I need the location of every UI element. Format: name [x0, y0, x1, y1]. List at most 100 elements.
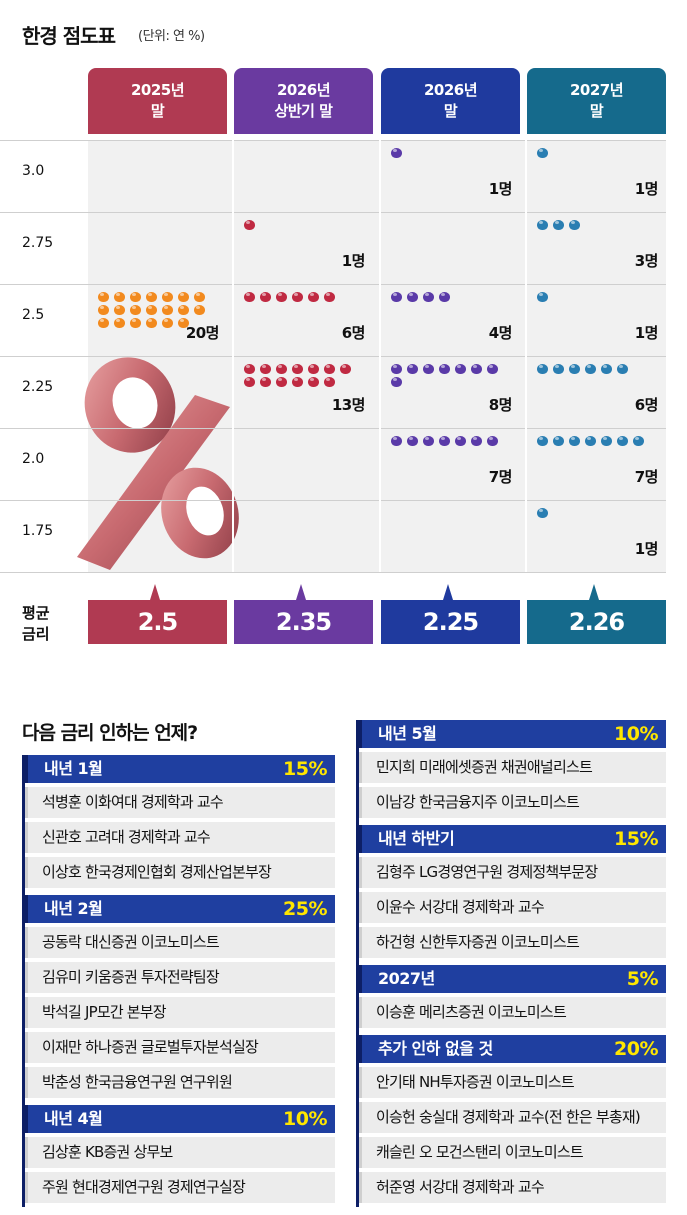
dot-marker	[537, 220, 548, 230]
column-header-year: 2026년	[423, 81, 478, 99]
average-pointer	[296, 584, 306, 600]
dot-marker	[292, 292, 303, 302]
period-percent: 20%	[614, 1038, 658, 1060]
dot-marker	[423, 436, 434, 446]
dot-marker	[244, 292, 255, 302]
dot-marker	[617, 364, 628, 374]
dot-marker	[569, 220, 580, 230]
dot-marker	[162, 305, 173, 315]
dot-marker	[244, 220, 255, 230]
rate-label: 2.0	[22, 451, 45, 467]
grid-line	[0, 212, 666, 213]
economist-item: 이재만 하나증권 글로벌투자분석실장	[22, 1032, 335, 1063]
dot-marker	[146, 305, 157, 315]
dot-marker	[276, 292, 287, 302]
dot-marker	[553, 220, 564, 230]
period-label: 추가 인하 없을 것	[378, 1039, 493, 1058]
respondent-count: 6명	[341, 324, 366, 342]
dot-marker	[407, 292, 418, 302]
column-divider	[232, 140, 234, 572]
period-label: 2027년	[378, 969, 435, 988]
average-rate-value: 2.26	[527, 600, 666, 644]
percent-sign-graphic	[77, 357, 239, 570]
period-header: 내년 2월 25%	[22, 895, 335, 923]
dot-marker	[340, 364, 351, 374]
period-header: 2027년 5%	[356, 965, 666, 993]
dot-marker	[439, 292, 450, 302]
period-percent: 10%	[614, 723, 658, 745]
dot-marker	[537, 148, 548, 158]
dot-marker	[308, 292, 319, 302]
dot-marker	[98, 305, 109, 315]
column-header: 2025년 말	[88, 68, 227, 134]
dot-marker	[585, 364, 596, 374]
period-percent: 15%	[283, 758, 327, 780]
respondent-count: 6명	[634, 396, 659, 414]
dot-marker	[391, 436, 402, 446]
economist-item: 석병훈 이화여대 경제학과 교수	[22, 787, 335, 818]
dot-marker	[487, 364, 498, 374]
dot-marker	[471, 436, 482, 446]
dot-marker	[146, 318, 157, 328]
dot-marker	[98, 318, 109, 328]
dot-marker	[162, 292, 173, 302]
economist-item: 공동락 대신증권 이코노미스트	[22, 927, 335, 958]
dot-marker	[537, 436, 548, 446]
dot-marker	[455, 364, 466, 374]
dot-marker	[585, 436, 596, 446]
grid-line	[0, 428, 666, 429]
dot-marker	[391, 377, 402, 387]
dot-marker	[162, 318, 173, 328]
average-rate-label: 평균 금리	[22, 604, 50, 643]
economist-item: 이윤수 서강대 경제학과 교수	[356, 892, 666, 923]
dot-marker	[130, 292, 141, 302]
dot-marker	[308, 377, 319, 387]
dot-marker	[308, 364, 319, 374]
rate-label: 1.75	[22, 523, 54, 539]
column-header-year: 2027년	[569, 81, 624, 99]
economist-item: 박석길 JP모간 본부장	[22, 997, 335, 1028]
grid-line	[0, 140, 666, 141]
respondent-count: 1명	[341, 252, 366, 270]
period-header: 내년 4월 10%	[22, 1105, 335, 1133]
respondent-count: 1명	[634, 180, 659, 198]
dot-marker	[553, 436, 564, 446]
grid-line	[0, 356, 666, 357]
dot-marker	[553, 364, 564, 374]
dot-marker	[423, 292, 434, 302]
respondent-count: 7명	[488, 468, 513, 486]
respondent-count: 1명	[488, 180, 513, 198]
column-divider	[379, 140, 381, 572]
respondent-count: 1명	[634, 540, 659, 558]
dot-marker	[114, 305, 125, 315]
period-percent: 5%	[626, 968, 659, 990]
dot-marker	[487, 436, 498, 446]
dot-marker	[633, 436, 644, 446]
dot-marker	[537, 508, 548, 518]
dot-marker	[178, 305, 189, 315]
respondent-count: 7명	[634, 468, 659, 486]
rate-label: 2.5	[22, 307, 45, 323]
dot-marker	[455, 436, 466, 446]
respondent-count: 1명	[634, 324, 659, 342]
dot-marker	[601, 436, 612, 446]
average-rate-value: 2.35	[234, 600, 373, 644]
economist-item: 이승헌 숭실대 경제학과 교수(전 한은 부총재)	[356, 1102, 666, 1133]
grid-line	[0, 572, 666, 573]
economist-item: 캐슬린 오 모건스탠리 이코노미스트	[356, 1137, 666, 1168]
economist-item: 민지희 미래에셋증권 채권애널리스트	[356, 752, 666, 783]
dot-marker	[98, 292, 109, 302]
column-header: 2026년 상반기 말	[234, 68, 373, 134]
respondent-count: 8명	[488, 396, 513, 414]
dot-marker	[194, 305, 205, 315]
column-rule	[22, 755, 25, 1207]
dot-marker	[439, 436, 450, 446]
period-header: 내년 5월 10%	[356, 720, 666, 748]
dot-marker	[569, 364, 580, 374]
column-header-period: 말	[589, 102, 604, 120]
economist-item: 주원 현대경제연구원 경제연구실장	[22, 1172, 335, 1203]
dot-marker	[471, 364, 482, 374]
economist-item: 이승훈 메리츠증권 이코노미스트	[356, 997, 666, 1028]
dot-marker	[244, 377, 255, 387]
